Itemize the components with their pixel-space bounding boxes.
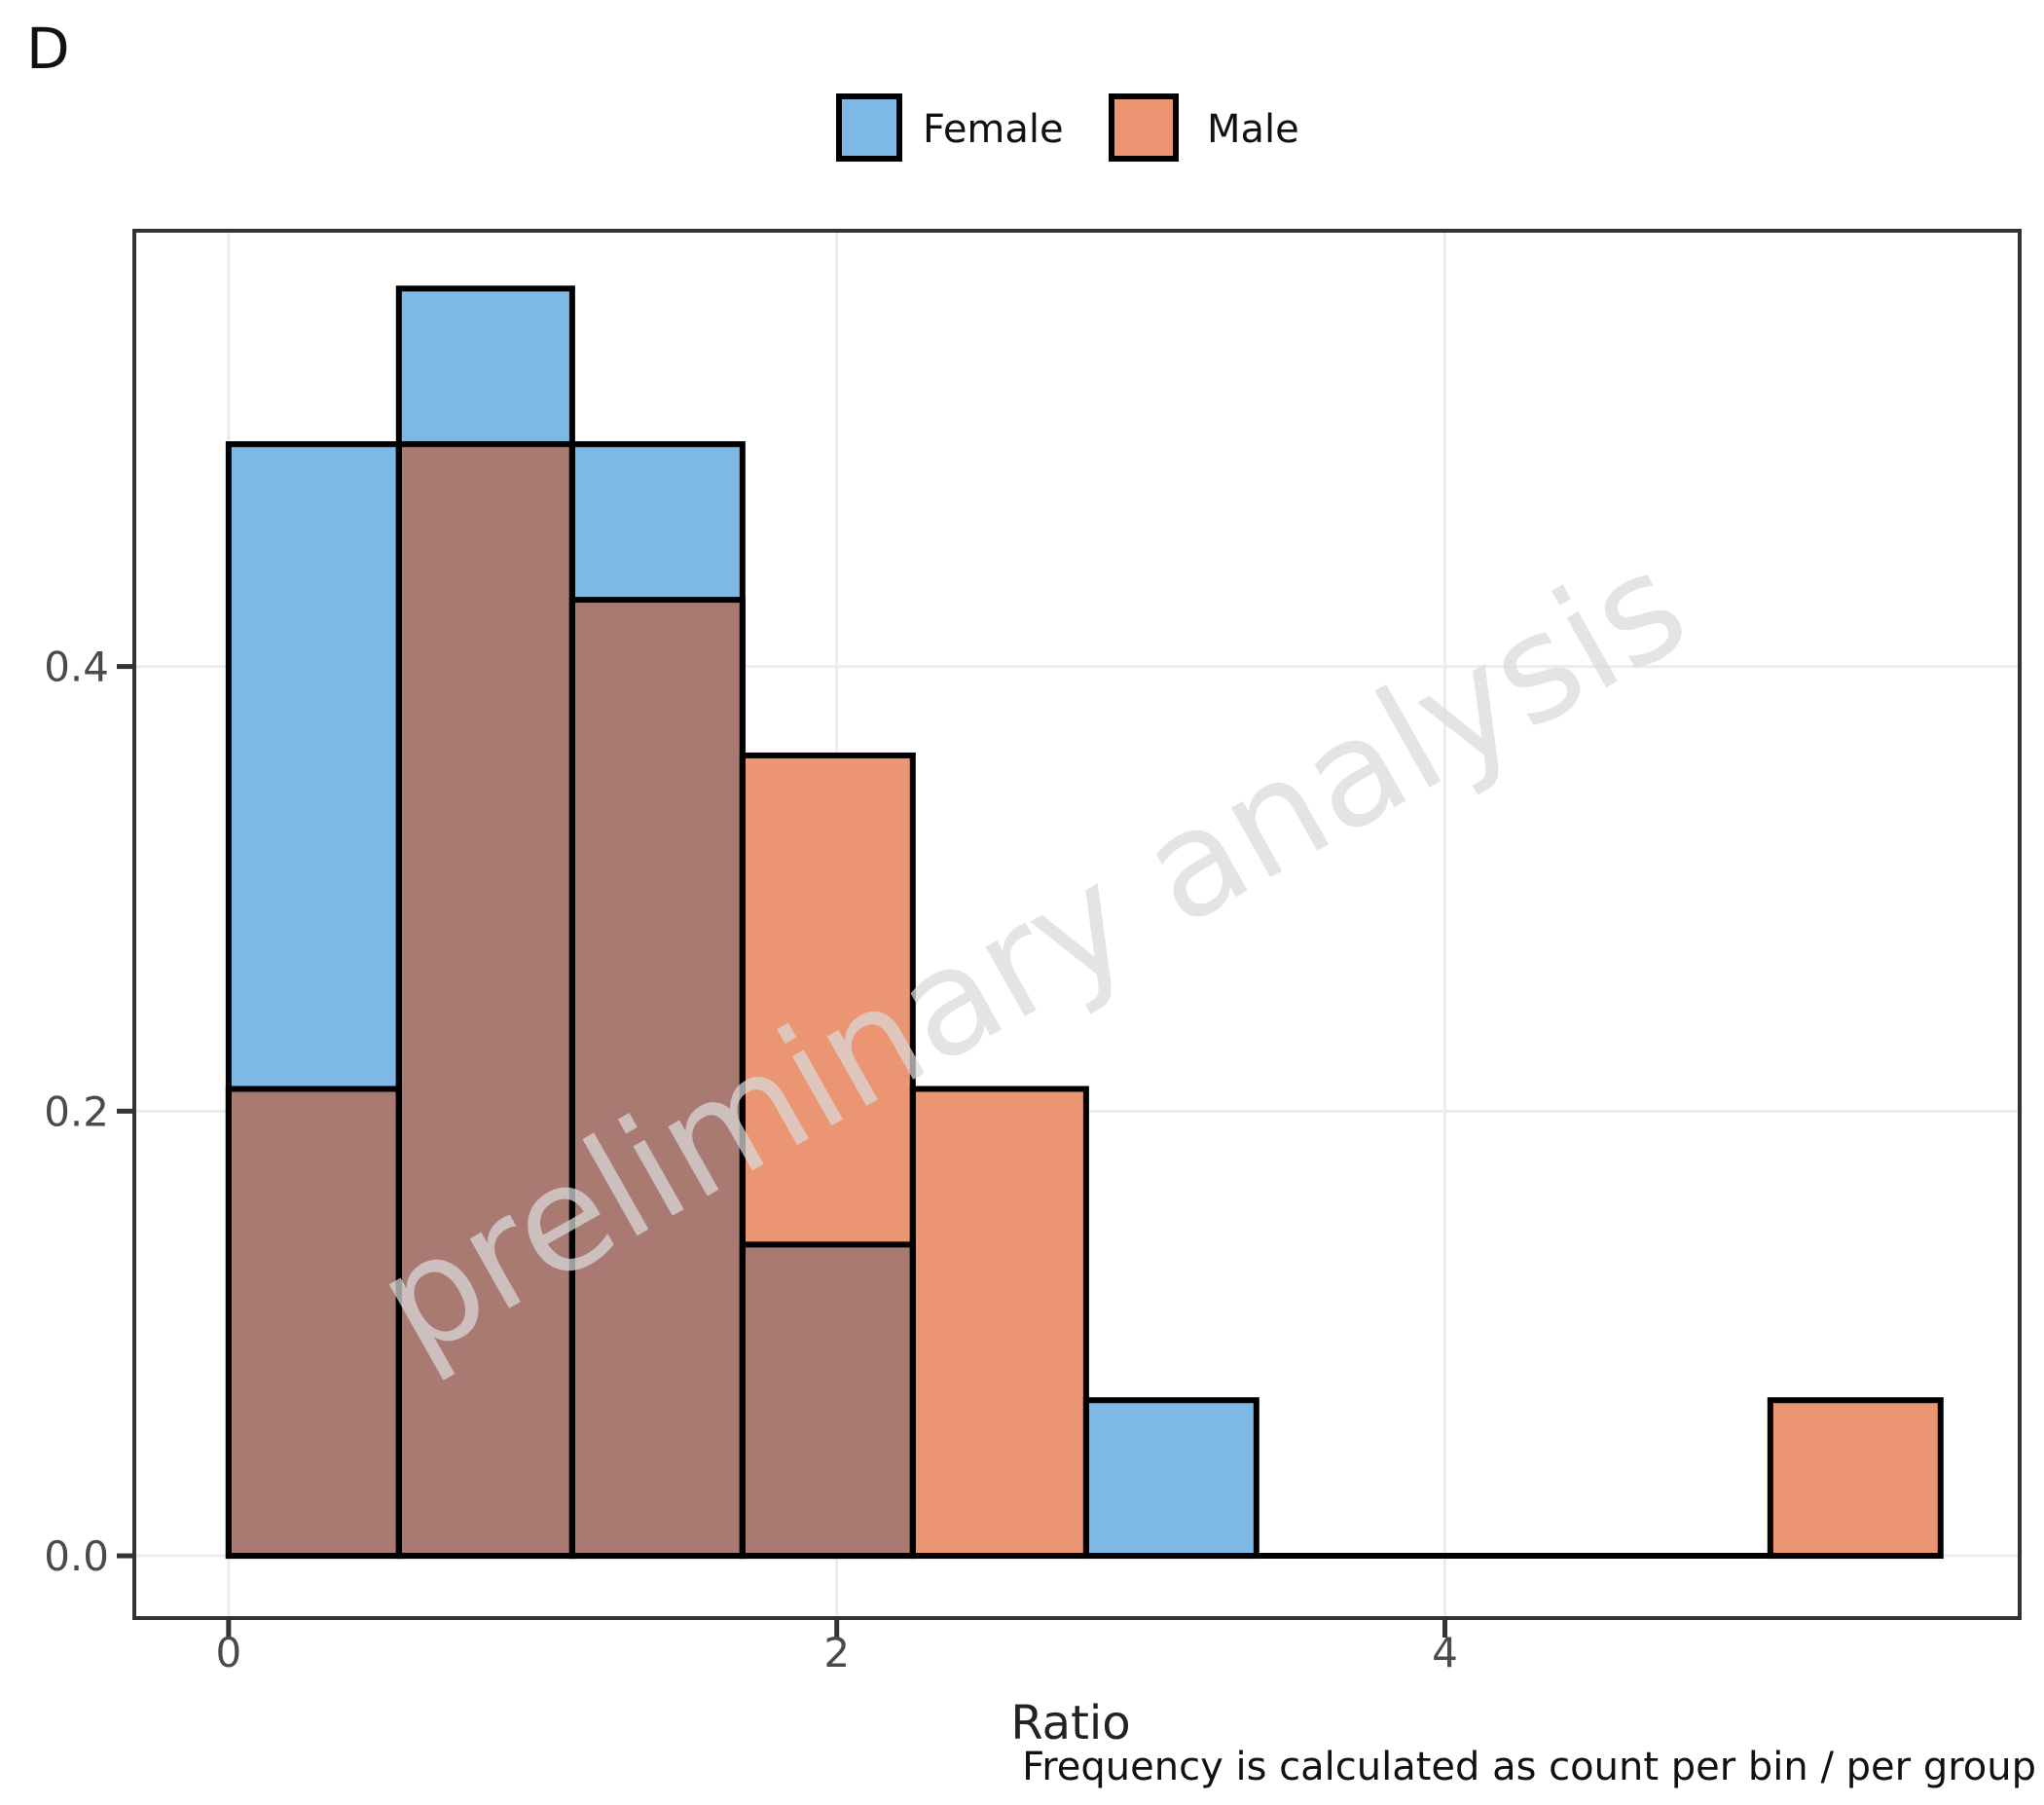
legend-swatch-female-icon bbox=[836, 93, 902, 162]
bar-overlap bbox=[398, 444, 572, 1557]
y-tick-label: 0.2 bbox=[44, 1087, 109, 1135]
figure-label: D bbox=[26, 16, 70, 82]
x-tick-label: 4 bbox=[1432, 1629, 1458, 1676]
bar-overlap bbox=[1085, 1400, 1257, 1557]
y-tick-label: 0.0 bbox=[44, 1532, 109, 1580]
x-axis-label: Ratio bbox=[1010, 1696, 1130, 1750]
histogram-bars bbox=[225, 285, 1944, 1560]
bar-overlap bbox=[912, 1088, 1086, 1557]
axis-tick-labels: 0 2 4 0.0 0.2 0.4 bbox=[44, 644, 1458, 1676]
legend-swatch-male-icon bbox=[1109, 93, 1179, 162]
legend-label-female: Female bbox=[923, 107, 1064, 152]
legend-label-male: Male bbox=[1207, 107, 1299, 152]
bar-overlap bbox=[742, 1244, 913, 1557]
y-tick-label: 0.4 bbox=[44, 644, 109, 691]
bar-overlap bbox=[228, 1088, 399, 1557]
legend: Female Male bbox=[836, 93, 1299, 162]
bar-overlap bbox=[1770, 1400, 1941, 1557]
bar-overlap bbox=[571, 600, 743, 1557]
axis-ticks bbox=[117, 664, 1448, 1638]
panel-border bbox=[132, 229, 2022, 1620]
x-tick-label: 2 bbox=[823, 1629, 850, 1676]
caption-text: Frequency is calculated as count per bin… bbox=[1022, 1745, 2036, 1789]
x-tick-label: 0 bbox=[215, 1629, 241, 1676]
